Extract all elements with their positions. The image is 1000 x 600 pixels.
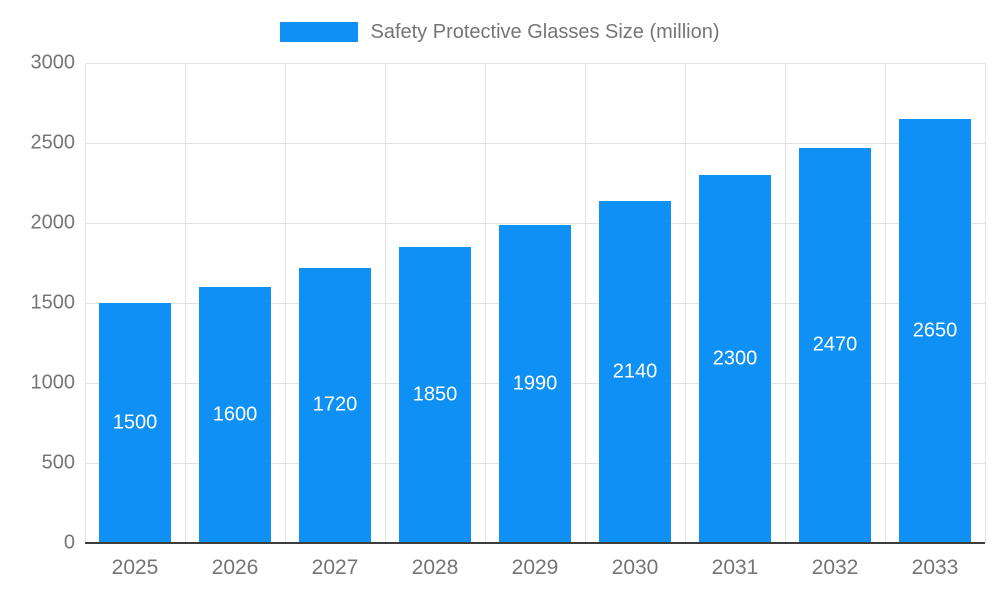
y-axis-tick-label: 3000 — [30, 51, 76, 74]
plot-area: 1500 1600 1720 1850 1990 2140 2300 2470 2650 — [85, 63, 986, 544]
v-gridline — [285, 63, 286, 543]
bar-2030[interactable]: 2140 — [599, 200, 671, 543]
bar-value-label: 2140 — [612, 360, 658, 383]
h-gridline — [85, 143, 985, 144]
bar-value-label: 1850 — [412, 383, 458, 406]
bar-value-label: 2300 — [712, 347, 758, 370]
bar-cell: 1600 — [185, 63, 285, 543]
v-gridline — [585, 63, 586, 543]
bar-cell: 2140 — [585, 63, 685, 543]
x-axis-label: 2027 — [311, 556, 359, 579]
bar-2029[interactable]: 1990 — [499, 224, 571, 543]
bar-cell: 1850 — [385, 63, 485, 543]
bar-cell: 2470 — [785, 63, 885, 543]
bar-cell: 1990 — [485, 63, 585, 543]
x-axis-line — [85, 542, 985, 544]
bar-value-label: 1500 — [112, 411, 158, 434]
bar-cell: 1720 — [285, 63, 385, 543]
bar-value-label: 1990 — [512, 372, 558, 395]
y-axis-tick-label: 0 — [63, 531, 75, 554]
chart-legend: Safety Protective Glasses Size (million) — [0, 20, 1000, 44]
bar-2031[interactable]: 2300 — [699, 175, 771, 543]
x-axis-label: 2031 — [711, 556, 759, 579]
y-axis-tick-label: 500 — [41, 451, 75, 474]
y-axis-tick-label: 1000 — [30, 371, 76, 394]
bar-2025[interactable]: 1500 — [99, 303, 171, 543]
x-axis-label: 2025 — [111, 556, 159, 579]
v-gridline — [485, 63, 486, 543]
v-gridline — [985, 63, 986, 543]
legend-swatch[interactable] — [280, 22, 359, 42]
bar-value-label: 1720 — [312, 393, 358, 416]
bar-2028[interactable]: 1850 — [399, 247, 471, 543]
x-axis-label: 2028 — [411, 556, 459, 579]
bar-2033[interactable]: 2650 — [899, 119, 971, 543]
v-gridline — [785, 63, 786, 543]
x-axis-label: 2026 — [211, 556, 259, 579]
bar-2027[interactable]: 1720 — [299, 267, 371, 543]
v-gridline — [85, 63, 86, 543]
h-gridline — [85, 63, 985, 64]
v-gridline — [384, 63, 386, 543]
x-axis-label: 2032 — [811, 556, 859, 579]
x-axis-label: 2033 — [911, 556, 959, 579]
v-gridline — [885, 63, 886, 543]
v-gridline — [684, 63, 686, 543]
x-axis: 2025 2026 2027 2028 2029 2030 2031 2032 2033 — [85, 556, 985, 580]
bar-cell: 1500 — [85, 63, 185, 543]
y-axis-tick-label: 1500 — [30, 291, 76, 314]
x-axis-label: 2030 — [611, 556, 659, 579]
bar-cell: 2300 — [685, 63, 785, 543]
h-gridline — [85, 223, 985, 224]
y-axis-tick-label: 2000 — [30, 211, 76, 234]
bar-value-label: 2650 — [912, 319, 958, 342]
bar-value-label: 1600 — [212, 403, 258, 426]
bar-cell: 2650 — [885, 63, 985, 543]
legend-label[interactable]: Safety Protective Glasses Size (million) — [370, 20, 720, 43]
bar-2026[interactable]: 1600 — [199, 287, 271, 543]
bar-value-label: 2470 — [812, 333, 858, 356]
bar-2032[interactable]: 2470 — [799, 147, 871, 543]
bars-container: 1500 1600 1720 1850 1990 2140 2300 2470 2650 — [85, 63, 985, 543]
x-axis-label: 2029 — [511, 556, 559, 579]
y-axis-tick-label: 2500 — [30, 131, 76, 154]
v-gridline — [185, 63, 186, 543]
